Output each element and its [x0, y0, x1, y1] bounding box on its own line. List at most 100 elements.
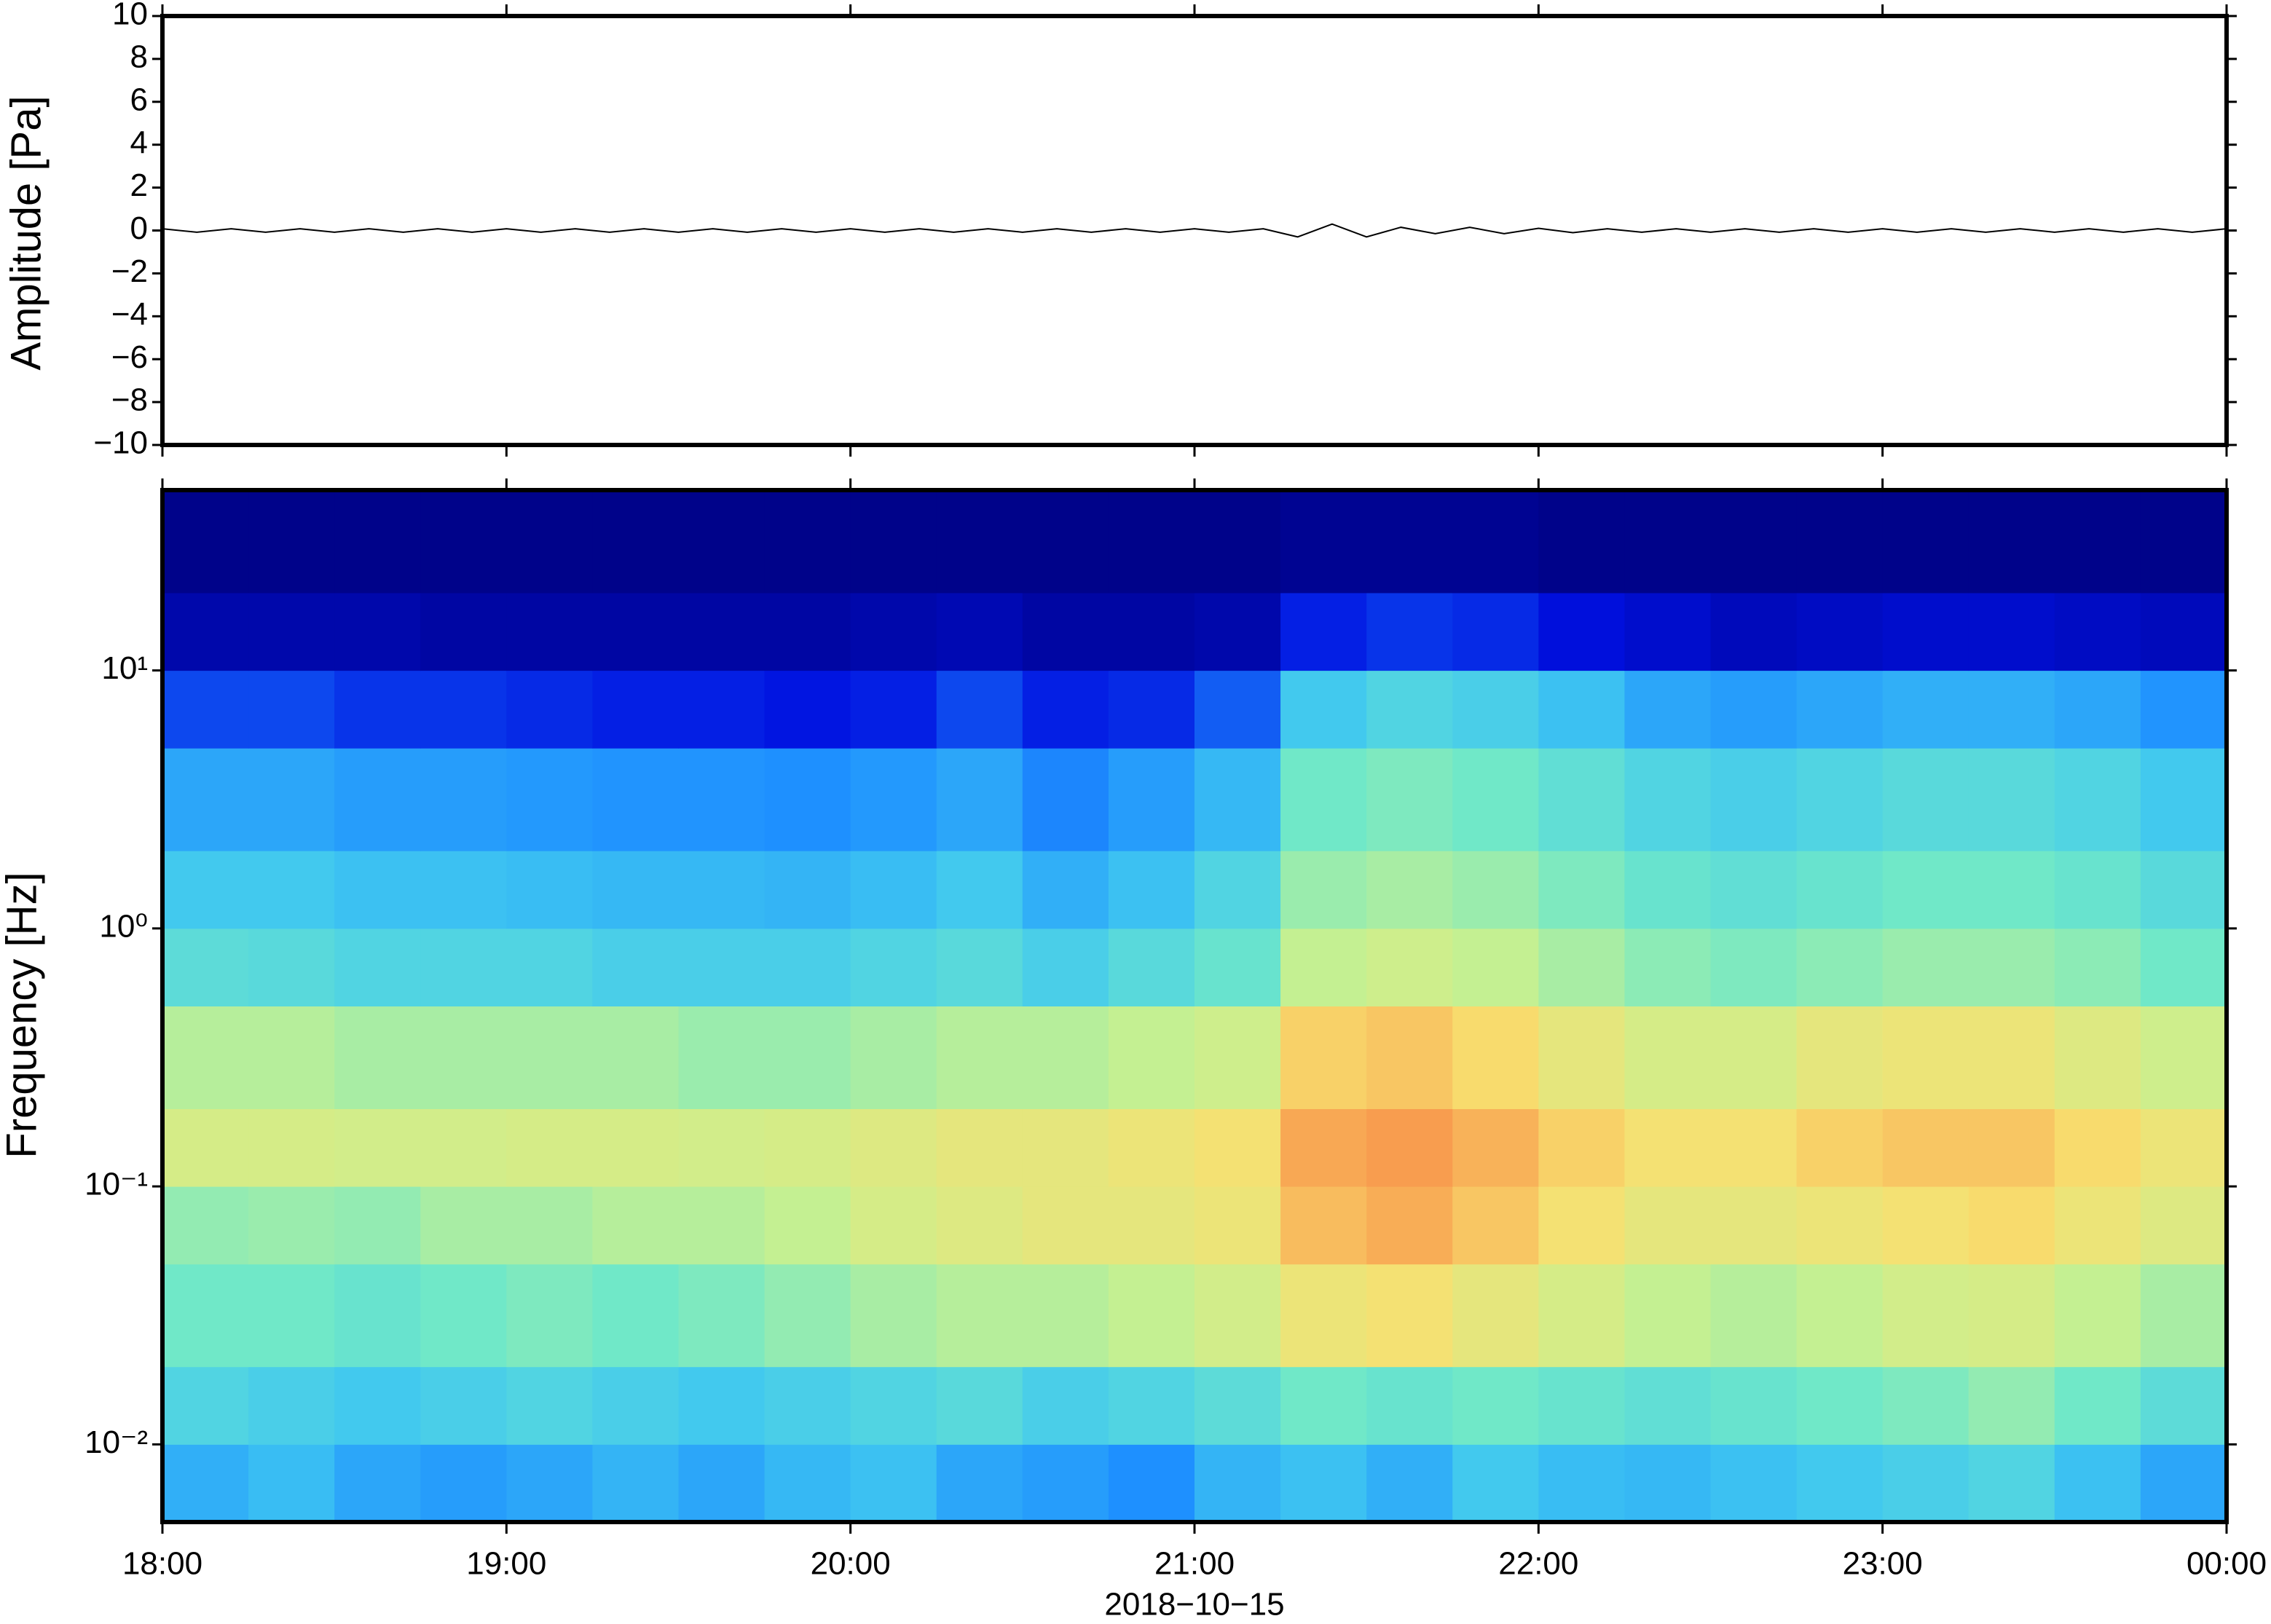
spectrogram-cell	[2054, 748, 2141, 851]
spectrogram-cell	[2054, 851, 2141, 929]
spectrogram-cell	[1452, 928, 1539, 1006]
spectrogram-cell	[678, 670, 765, 749]
spectrogram-cell	[678, 1006, 765, 1109]
spectrogram-cell	[1280, 1186, 1367, 1265]
spectrogram-cell	[1194, 670, 1281, 749]
spectrogram-cell	[1968, 851, 2055, 929]
spectrogram-cell	[1194, 592, 1281, 671]
spectrogram-cell	[592, 592, 679, 671]
spectrogram-cell	[764, 670, 851, 749]
spectrogram-cell	[162, 1108, 249, 1187]
spectrogram-cell	[1194, 1366, 1281, 1445]
spectrogram-cell	[1710, 1186, 1798, 1265]
spectrogram-cell	[936, 1006, 1023, 1109]
spectrogram-cell	[850, 670, 937, 749]
spectrogram-cell	[2054, 1186, 2141, 1265]
spectrogram-cell	[1538, 592, 1625, 671]
spectrogram-cell	[1366, 1108, 1453, 1187]
spectrogram-cell	[592, 670, 679, 749]
spectrogram-cell	[2054, 1444, 2141, 1523]
spectrogram-cell	[420, 1366, 507, 1445]
spectrogram-cell	[936, 1444, 1023, 1523]
spectrogram-cell	[850, 1444, 937, 1523]
spectrogram-cell	[678, 1108, 765, 1187]
spectrogram-cell	[162, 1186, 249, 1265]
spectrogram-cell	[1366, 1444, 1453, 1523]
spectrogram-cell	[506, 1366, 593, 1445]
spectrogram-cell	[1882, 670, 1969, 749]
spectrogram-cell	[248, 1444, 335, 1523]
y-axis-title: Frequency [Hz]	[0, 872, 45, 1158]
spectrogram-cell	[764, 1444, 851, 1523]
spectrogram-cell	[592, 928, 679, 1006]
spectrogram-cell	[936, 490, 1023, 594]
spectrogram-cell	[1796, 928, 1884, 1006]
spectrogram-cell	[248, 592, 335, 671]
spectrogram-cell	[2140, 1444, 2227, 1523]
spectrogram-cell	[592, 1444, 679, 1523]
spectrogram-cell	[1194, 1264, 1281, 1368]
y-tick-label: 0	[130, 210, 148, 246]
spectrogram-cell	[2140, 1006, 2227, 1109]
spectrogram-cell	[592, 1186, 679, 1265]
spectrogram-cell	[1366, 928, 1453, 1006]
spectrogram-cell	[1452, 851, 1539, 929]
spectrogram-cell	[1452, 592, 1539, 671]
spectrogram-cell	[248, 928, 335, 1006]
spectrogram-cell	[1194, 1186, 1281, 1265]
x-tick-label: 00:00	[2187, 1546, 2267, 1582]
spectrogram-cell	[1452, 1186, 1539, 1265]
spectrogram-cell	[936, 1264, 1023, 1368]
spectrogram-cell	[506, 1108, 593, 1187]
spectrogram-cell	[506, 670, 593, 749]
spectrogram-cell	[2054, 490, 2141, 594]
spectrogram-cell	[506, 851, 593, 929]
y-tick-label: −2	[111, 253, 148, 289]
spectrogram-cell	[1022, 851, 1109, 929]
spectrogram-cell	[850, 1108, 937, 1187]
y-tick-label: −10	[93, 425, 148, 461]
spectrogram-cell	[936, 851, 1023, 929]
spectrogram-cell	[1882, 1186, 1969, 1265]
spectrogram-cell	[850, 490, 937, 594]
spectrogram-cell	[678, 748, 765, 851]
spectrogram-cell	[162, 1366, 249, 1445]
spectrogram-cell	[1108, 1186, 1195, 1265]
spectrogram-cell	[850, 592, 937, 671]
spectrogram-cell	[1968, 928, 2055, 1006]
spectrogram-cell	[1022, 1444, 1109, 1523]
spectrogram-cell	[1280, 592, 1367, 671]
spectrogram-cell	[1452, 670, 1539, 749]
spectrogram-cell	[1538, 1264, 1625, 1368]
spectrogram-cell	[1710, 1444, 1798, 1523]
spectrogram-cell	[162, 1444, 249, 1523]
spectrogram-cell	[2054, 670, 2141, 749]
spectrogram-cell	[248, 1264, 335, 1368]
spectrogram-cell	[248, 1366, 335, 1445]
spectrogram-cell	[1710, 748, 1798, 851]
spectrogram-cell	[1280, 1444, 1367, 1523]
spectrogram-cell	[1280, 1264, 1367, 1368]
spectrogram-cell	[1280, 748, 1367, 851]
spectrogram-cell	[1194, 490, 1281, 594]
spectrogram-cell	[764, 1108, 851, 1187]
spectrogram-cell	[248, 1108, 335, 1187]
spectrogram-cell	[1022, 1108, 1109, 1187]
spectrogram-cell	[678, 928, 765, 1006]
spectrogram-cell	[420, 670, 507, 749]
spectrogram-cell	[678, 1264, 765, 1368]
spectrogram-cell	[1968, 592, 2055, 671]
spectrogram-cell	[1108, 928, 1195, 1006]
spectrogram-cell	[506, 1264, 593, 1368]
spectrogram-cell	[334, 592, 421, 671]
spectrogram-cell	[420, 851, 507, 929]
spectrogram-cell	[1452, 748, 1539, 851]
spectrogram-cell	[678, 592, 765, 671]
spectrogram-cell	[1452, 1006, 1539, 1109]
y-tick-label: 10⁰	[99, 908, 148, 944]
y-tick-label: −6	[111, 339, 148, 375]
spectrogram-cell	[248, 1006, 335, 1109]
spectrogram-cell	[1022, 748, 1109, 851]
spectrogram-cell	[162, 670, 249, 749]
spectrogram-cell	[420, 748, 507, 851]
